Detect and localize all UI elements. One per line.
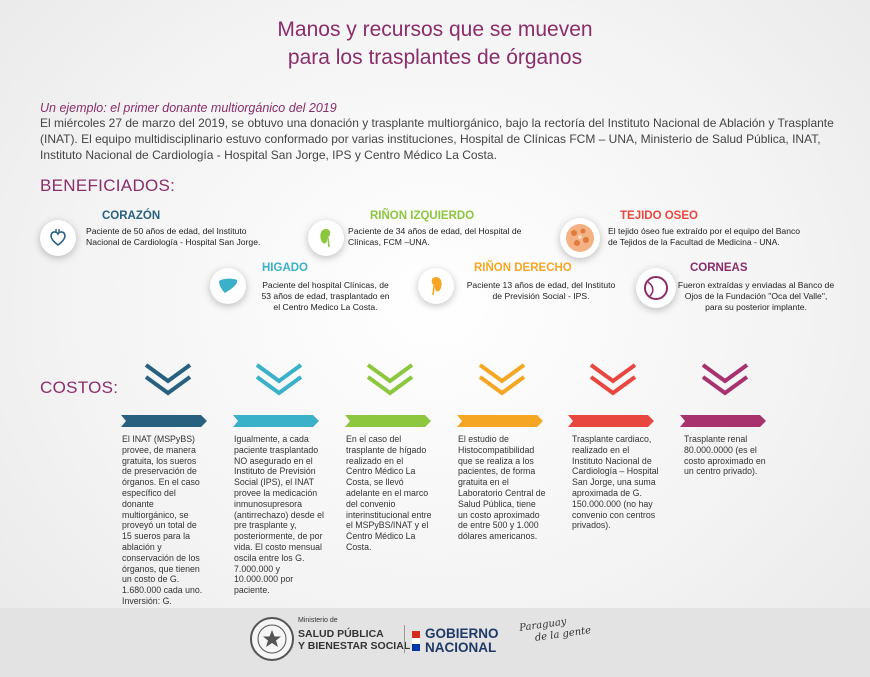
gobierno-nacional-logo: GOBIERNO NACIONAL (425, 627, 499, 655)
flag-icon (412, 631, 420, 651)
corneas-circle (636, 268, 676, 308)
example-body: El miércoles 27 de marzo del 2019, se ob… (40, 116, 834, 162)
cost-text-6: Trasplante renal 80.000.0000 (es el cost… (684, 434, 766, 477)
corazon-desc: Paciente de 50 años de edad, del Institu… (86, 226, 261, 247)
cost-arrow-bar (568, 415, 654, 427)
corazon-circle (40, 220, 76, 256)
gob-line-1: GOBIERNO (425, 626, 499, 641)
rinon-izquierdo-circle (308, 220, 344, 256)
chevron-down-icon (255, 363, 303, 396)
ministry-name: SALUD PÚBLICA Y BIENESTAR SOCIAL (298, 628, 410, 652)
seal-icon (257, 624, 287, 654)
corneas-desc: Fueron extraídas y enviadas al Banco de … (677, 280, 835, 312)
kidney-icon (431, 277, 442, 296)
ministry-seal-logo (250, 617, 294, 661)
kidney-icon (320, 229, 331, 248)
chevron-down-icon (144, 363, 192, 396)
beneficiados-label: BENEFICIADOS: (40, 176, 176, 195)
ministry-line-2: Y BIENESTAR SOCIAL (298, 640, 411, 652)
chevron-down-icon (589, 363, 637, 396)
tejido-oseo-desc: El tejido óseo fue extraído por el equip… (608, 226, 801, 247)
example-heading: Un ejemplo: el primer donante multiorgán… (40, 101, 337, 115)
cost-arrow-bar (233, 415, 319, 427)
cost-arrow-bar (680, 415, 766, 427)
page-title: Manos y recursos que se mueven para los … (0, 16, 870, 72)
cost-text-1: El INAT (MSPyBS) provee, de manera gratu… (122, 434, 203, 617)
cost-text-3: En el caso del trasplante de hígado real… (346, 434, 432, 552)
rinon-izquierdo-desc: Paciente de 34 años de edad, del Hospita… (348, 226, 522, 247)
tejido-oseo-title: TEJIDO OSEO (620, 210, 698, 222)
gob-line-2: NACIONAL (425, 640, 497, 655)
costos-label: COSTOS: (40, 378, 119, 397)
footer-divider (404, 625, 405, 653)
ministry-line-1: SALUD PÚBLICA (298, 628, 384, 640)
ministry-small-text: Ministerio de (298, 617, 338, 624)
eye-icon (644, 276, 668, 300)
tejido-oseo-circle (560, 218, 600, 258)
cost-arrow-bar (345, 415, 431, 427)
rinon-derecho-title: RIÑON DERECHO (474, 262, 572, 274)
cost-arrow-bar (457, 415, 543, 427)
cost-arrow-bar (121, 415, 207, 427)
cost-text-5: Trasplante cardiaco, realizado en el Ins… (572, 434, 659, 531)
rinon-derecho-circle (418, 268, 454, 304)
rinon-izquierdo-title: RIÑON IZQUIERDO (370, 210, 475, 222)
footer (0, 608, 870, 677)
chevron-down-icon (701, 363, 749, 396)
higado-desc: Paciente del hospital Clínicas, de 53 añ… (261, 280, 390, 312)
chevron-down-icon (366, 363, 414, 396)
higado-circle (210, 268, 246, 304)
chevron-down-icon (478, 363, 526, 396)
higado-title: HIGADO (262, 262, 308, 274)
bone-tissue-icon (566, 224, 594, 252)
heart-icon (50, 229, 66, 246)
title-line-2: para los trasplantes de órganos (287, 46, 583, 69)
cost-text-4: El estudio de Histocompatibilidad que se… (458, 434, 546, 542)
rinon-derecho-desc: Paciente 13 años de edad, del Instituto … (466, 280, 616, 301)
corneas-title: CORNEAS (690, 262, 748, 274)
cost-text-2: Igualmente, a cada paciente trasplantado… (234, 434, 324, 596)
corazon-title: CORAZÓN (102, 210, 161, 222)
liver-icon (219, 278, 238, 293)
title-line-1: Manos y recursos que se mueven (277, 18, 593, 41)
